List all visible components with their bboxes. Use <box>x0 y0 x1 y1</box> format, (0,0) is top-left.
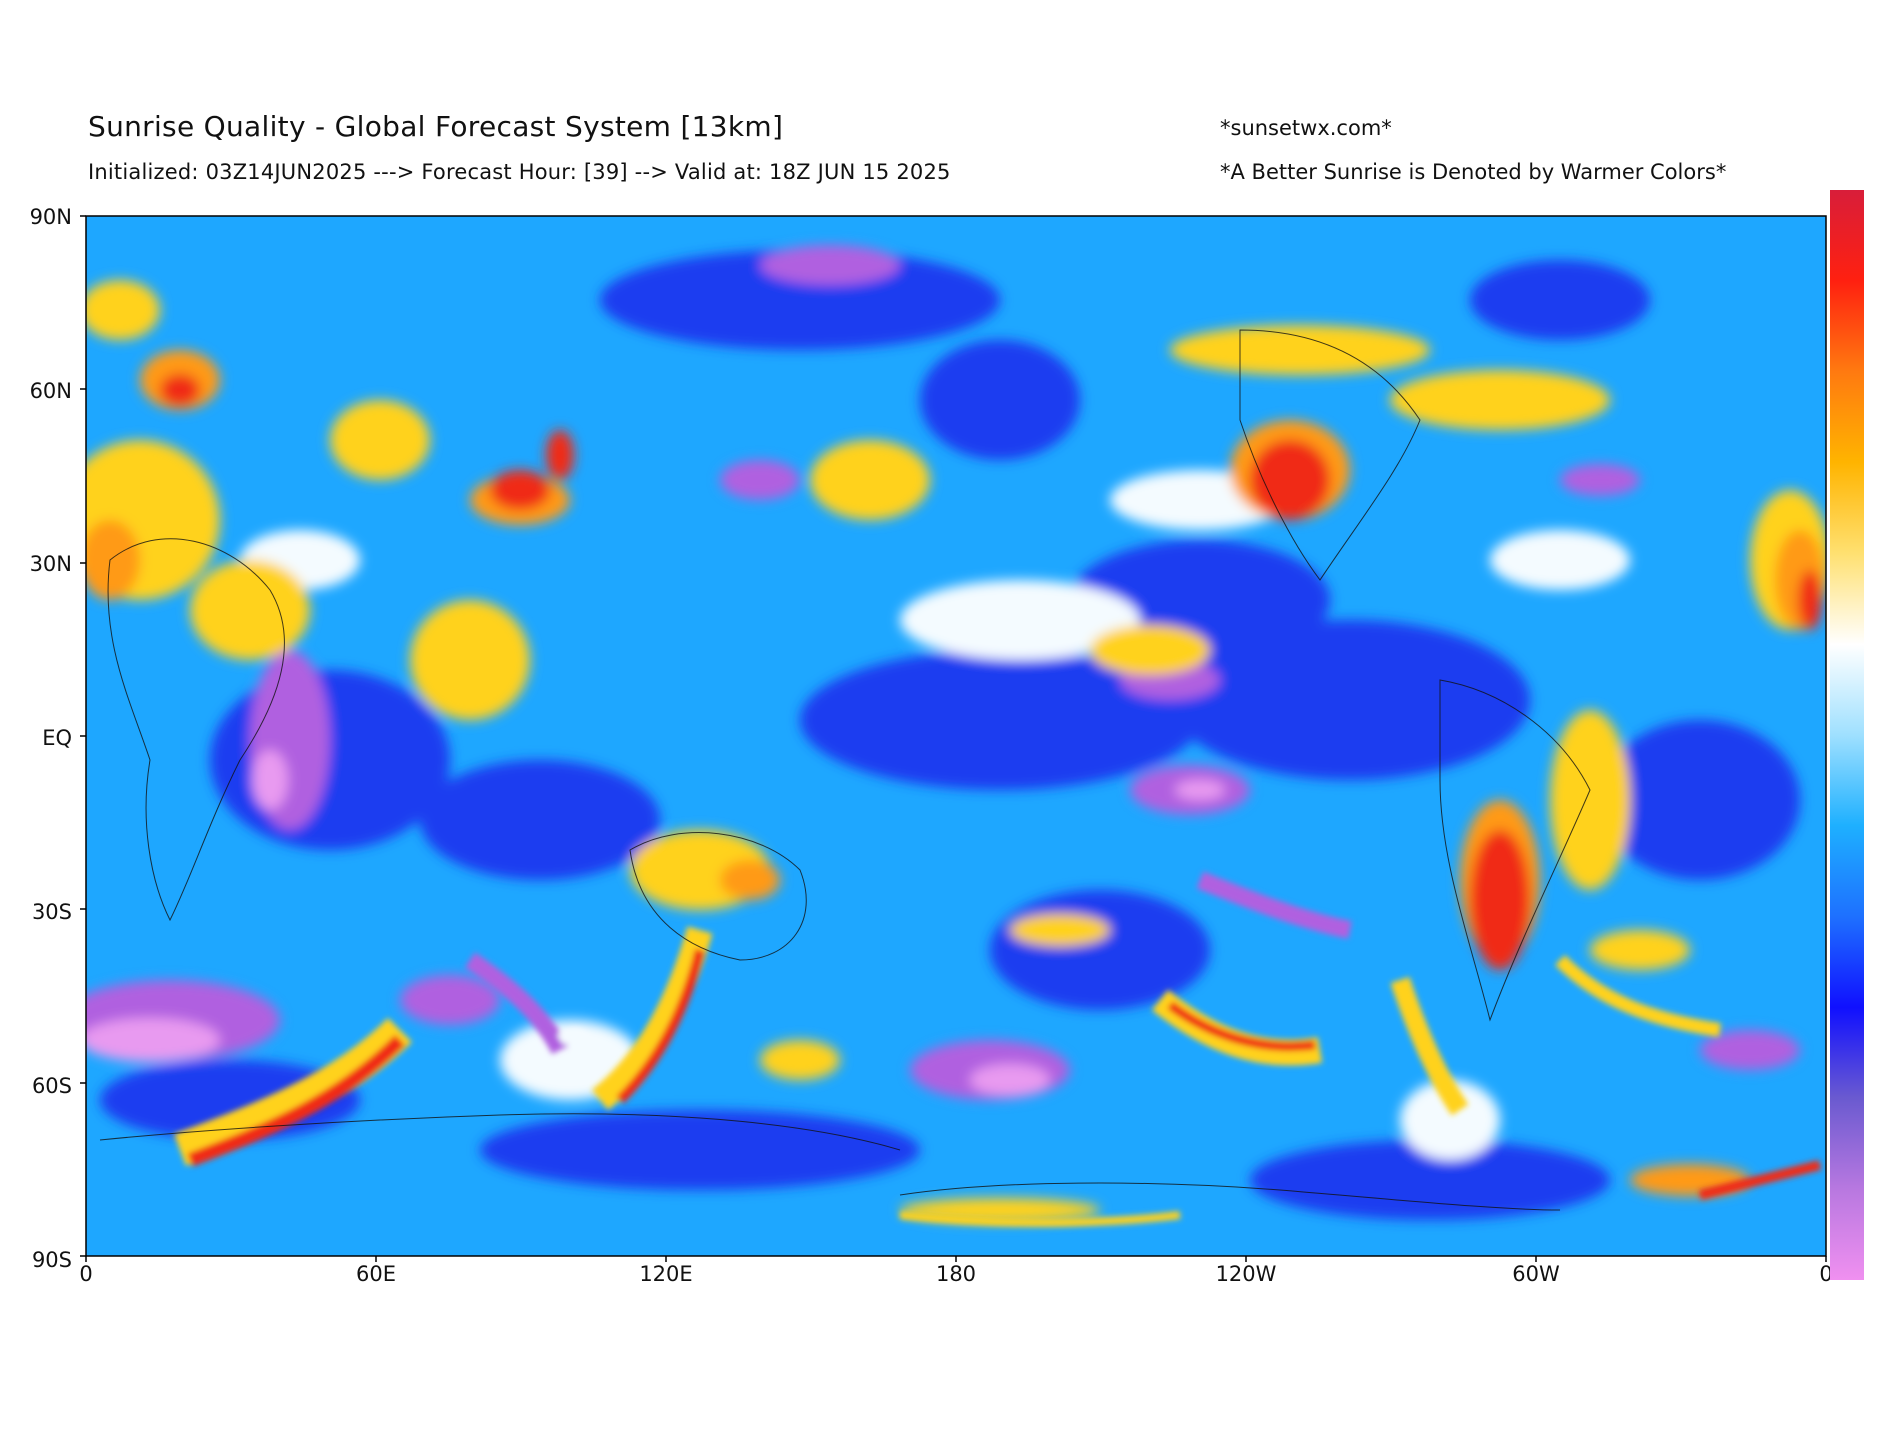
lat-label-60n: 60N <box>29 379 72 403</box>
colorbar <box>1830 190 1864 1280</box>
lon-label-60e: 60E <box>356 1262 396 1286</box>
legend-note: *A Better Sunrise is Denoted by Warmer C… <box>1220 160 1727 184</box>
lon-label-180: 180 <box>935 1262 977 1286</box>
lon-label-120w: 120W <box>1215 1262 1277 1286</box>
lat-label-eq: EQ <box>42 726 72 750</box>
lat-label-30n: 30N <box>29 552 72 576</box>
coastlines <box>99 329 1591 1211</box>
site-credit: *sunsetwx.com* <box>1220 116 1392 140</box>
forecast-info: Initialized: 03Z14JUN2025 ---> Forecast … <box>88 160 951 184</box>
lon-label-0-east: 0 <box>1819 1262 1833 1286</box>
lat-label-90s: 90S <box>31 1248 72 1272</box>
map-field <box>86 216 1826 1256</box>
lon-label-60w: 60W <box>1512 1262 1560 1286</box>
lon-label-120e: 120E <box>639 1262 693 1286</box>
axis-ticks <box>80 215 1827 1262</box>
lat-label-60s: 60S <box>31 1074 72 1098</box>
page-title: Sunrise Quality - Global Forecast System… <box>88 110 784 143</box>
lat-label-90n: 90N <box>29 205 72 229</box>
lat-label-30s: 30S <box>31 900 72 924</box>
lon-label-0: 0 <box>79 1262 93 1286</box>
